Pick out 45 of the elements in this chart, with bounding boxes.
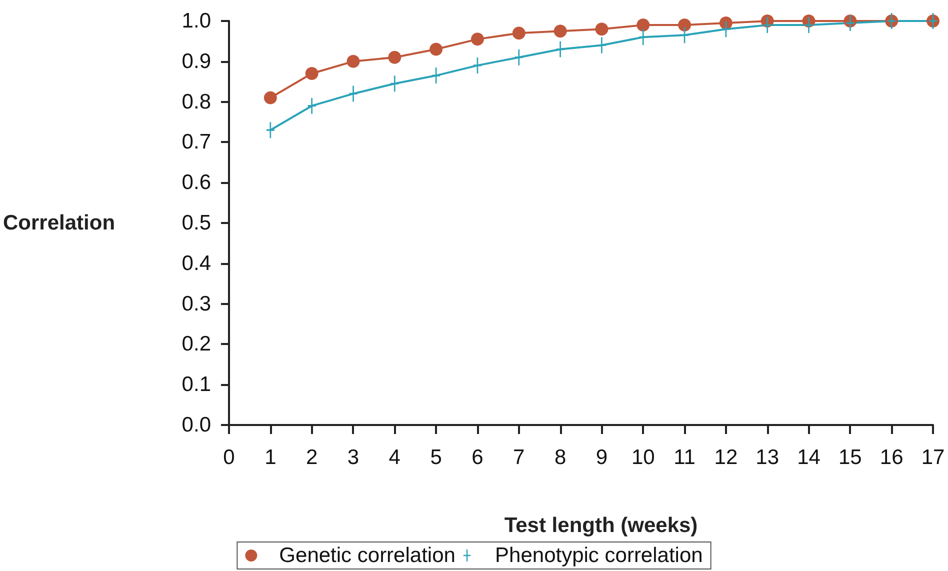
x-tick-label: 16 [880,446,904,469]
x-tick-label: 13 [756,446,780,469]
x-tick-label: 2 [306,446,318,469]
point [595,22,608,36]
x-tick-label: 1 [264,446,276,469]
x-tick-label: 8 [554,446,566,469]
point [470,32,484,46]
y-tick-label: 0.4 [182,252,212,275]
legend-label: Phenotypic correlation [495,544,703,567]
x-tick-label: 17 [921,446,945,469]
x-tick-label: 10 [631,446,655,469]
point [346,54,360,68]
point [264,91,277,104]
x-tick-label: 5 [430,446,442,469]
y-tick-label: 0.1 [182,373,212,396]
point [305,67,318,80]
x-tick-label: 11 [674,446,696,469]
point [719,16,732,30]
y-tick-label: 0.6 [182,171,212,194]
x-tick-label: 0 [223,446,235,469]
legend-label: Genetic correlation [279,544,456,567]
y-tick-label: 1.0 [182,10,212,32]
y-tick-label: 0.7 [182,130,212,154]
x-tick-label: 7 [513,446,525,469]
point [636,18,650,32]
point [388,50,402,64]
point [678,18,692,32]
x-tick-label: 12 [714,446,738,469]
x-axis-title: Test length (weeks) [504,514,698,537]
x-tick-label: 14 [797,446,821,469]
x-tick-label: 9 [596,446,608,469]
point [430,42,443,56]
y-tick-label: 0.3 [182,292,212,316]
y-tick-label: 0.2 [182,332,212,356]
x-tick-label: 4 [388,446,401,469]
x-tick-label: 15 [838,446,862,469]
y-tick-label: 0.8 [182,90,212,114]
point [512,26,526,40]
x-tick-label: 3 [347,446,360,469]
y-tick-label: 0.9 [182,50,212,73]
y-axis-title: Correlation [3,212,116,234]
x-tick-label: 6 [472,446,484,469]
point [554,24,567,38]
y-tick-label: 0.0 [182,414,212,436]
y-tick-label: 0.5 [182,212,212,234]
